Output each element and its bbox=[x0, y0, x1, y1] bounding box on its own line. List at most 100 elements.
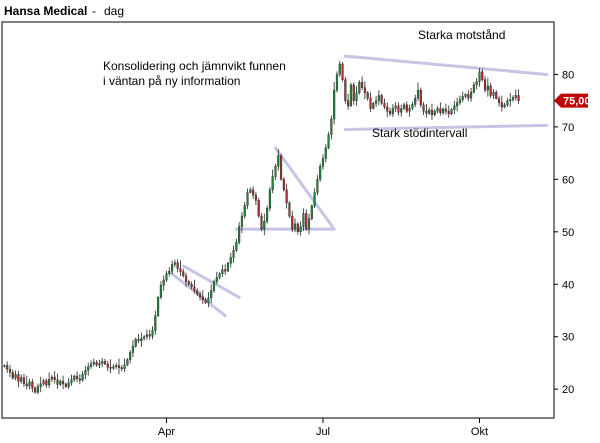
candle bbox=[179, 260, 182, 277]
candle bbox=[475, 77, 478, 90]
candle-body bbox=[218, 273, 221, 278]
candle-body bbox=[131, 345, 135, 353]
candle bbox=[293, 218, 297, 233]
candle bbox=[254, 191, 257, 206]
candle-body bbox=[106, 363, 109, 368]
candle-body bbox=[296, 223, 299, 233]
candle-body bbox=[193, 286, 196, 291]
candle-body bbox=[120, 367, 123, 370]
candle-body bbox=[184, 275, 188, 282]
interval-label: dag bbox=[104, 4, 124, 18]
trendline-resistance bbox=[343, 54, 549, 76]
candle bbox=[123, 358, 126, 373]
candle-body bbox=[352, 84, 355, 101]
candle-body bbox=[464, 94, 467, 97]
candle-body bbox=[212, 281, 216, 291]
candle bbox=[103, 358, 107, 366]
candle bbox=[411, 101, 414, 110]
candle bbox=[422, 102, 425, 116]
candle bbox=[204, 297, 207, 304]
candle-body bbox=[148, 334, 151, 337]
candle bbox=[430, 103, 434, 120]
candle-body bbox=[433, 110, 436, 116]
candle-body bbox=[257, 200, 260, 217]
candle-body bbox=[458, 99, 461, 103]
candle-body bbox=[355, 92, 358, 101]
trendline-flag-1-lower bbox=[170, 272, 227, 318]
candle bbox=[436, 106, 439, 114]
candle bbox=[428, 107, 431, 115]
candle-body bbox=[489, 85, 492, 96]
candle bbox=[154, 310, 157, 335]
candle-body bbox=[207, 297, 210, 303]
candle-body bbox=[235, 242, 238, 251]
candle-body bbox=[11, 372, 14, 379]
candle bbox=[453, 100, 456, 115]
candle-body bbox=[126, 359, 129, 366]
candle bbox=[165, 270, 168, 282]
candle bbox=[95, 360, 98, 367]
candle bbox=[106, 360, 109, 372]
candle-body bbox=[344, 79, 347, 101]
candle bbox=[355, 86, 358, 106]
candle bbox=[372, 101, 375, 110]
candle bbox=[218, 272, 221, 280]
candle bbox=[414, 94, 417, 108]
candle bbox=[500, 95, 503, 112]
candle-body bbox=[3, 365, 6, 367]
candle bbox=[48, 372, 51, 388]
candle bbox=[120, 365, 123, 372]
candle bbox=[386, 102, 389, 118]
candle bbox=[11, 369, 14, 380]
candle bbox=[148, 329, 151, 340]
candle-body bbox=[453, 105, 456, 110]
candle bbox=[419, 87, 422, 108]
candle bbox=[67, 378, 70, 390]
candle-body bbox=[386, 106, 389, 112]
candle-body bbox=[478, 71, 481, 82]
candle-body bbox=[20, 377, 23, 382]
candle-body bbox=[361, 82, 364, 88]
candle-body bbox=[321, 158, 325, 167]
candle-body bbox=[299, 226, 302, 233]
candle-body bbox=[268, 189, 271, 209]
last-price-label: 75,00 bbox=[563, 96, 591, 108]
candle bbox=[210, 284, 213, 304]
candle bbox=[56, 373, 59, 389]
x-axis: Apr Jul Okt bbox=[158, 418, 488, 438]
candle bbox=[187, 279, 190, 286]
candle-body bbox=[347, 100, 350, 107]
candle bbox=[375, 95, 378, 108]
candle-body bbox=[204, 299, 207, 303]
candle bbox=[464, 93, 467, 99]
candle-body bbox=[67, 382, 70, 387]
y-tick-label: 40 bbox=[562, 279, 574, 291]
candle bbox=[75, 371, 79, 383]
candle-body bbox=[363, 87, 366, 94]
candle bbox=[338, 60, 341, 78]
candle bbox=[517, 89, 520, 104]
trendlines bbox=[170, 54, 549, 318]
candle-body bbox=[319, 166, 322, 180]
candle bbox=[89, 360, 93, 369]
candle-body bbox=[497, 98, 501, 103]
candle bbox=[397, 102, 400, 116]
candle-body bbox=[383, 103, 386, 108]
candle bbox=[313, 188, 316, 209]
candle bbox=[503, 102, 506, 109]
candle-body bbox=[232, 249, 235, 258]
candle bbox=[22, 374, 26, 388]
candle-body bbox=[338, 63, 341, 75]
candle bbox=[112, 364, 115, 371]
candle-body bbox=[45, 380, 48, 386]
candle bbox=[212, 279, 216, 293]
candle bbox=[246, 188, 249, 210]
candle bbox=[444, 103, 448, 115]
annotation-resistance: Starka motstånd bbox=[418, 28, 505, 42]
candle bbox=[17, 370, 20, 388]
candle-body bbox=[39, 383, 42, 387]
candle bbox=[129, 350, 132, 364]
candles bbox=[3, 60, 520, 395]
candle bbox=[171, 260, 174, 275]
candle-body bbox=[252, 189, 255, 196]
